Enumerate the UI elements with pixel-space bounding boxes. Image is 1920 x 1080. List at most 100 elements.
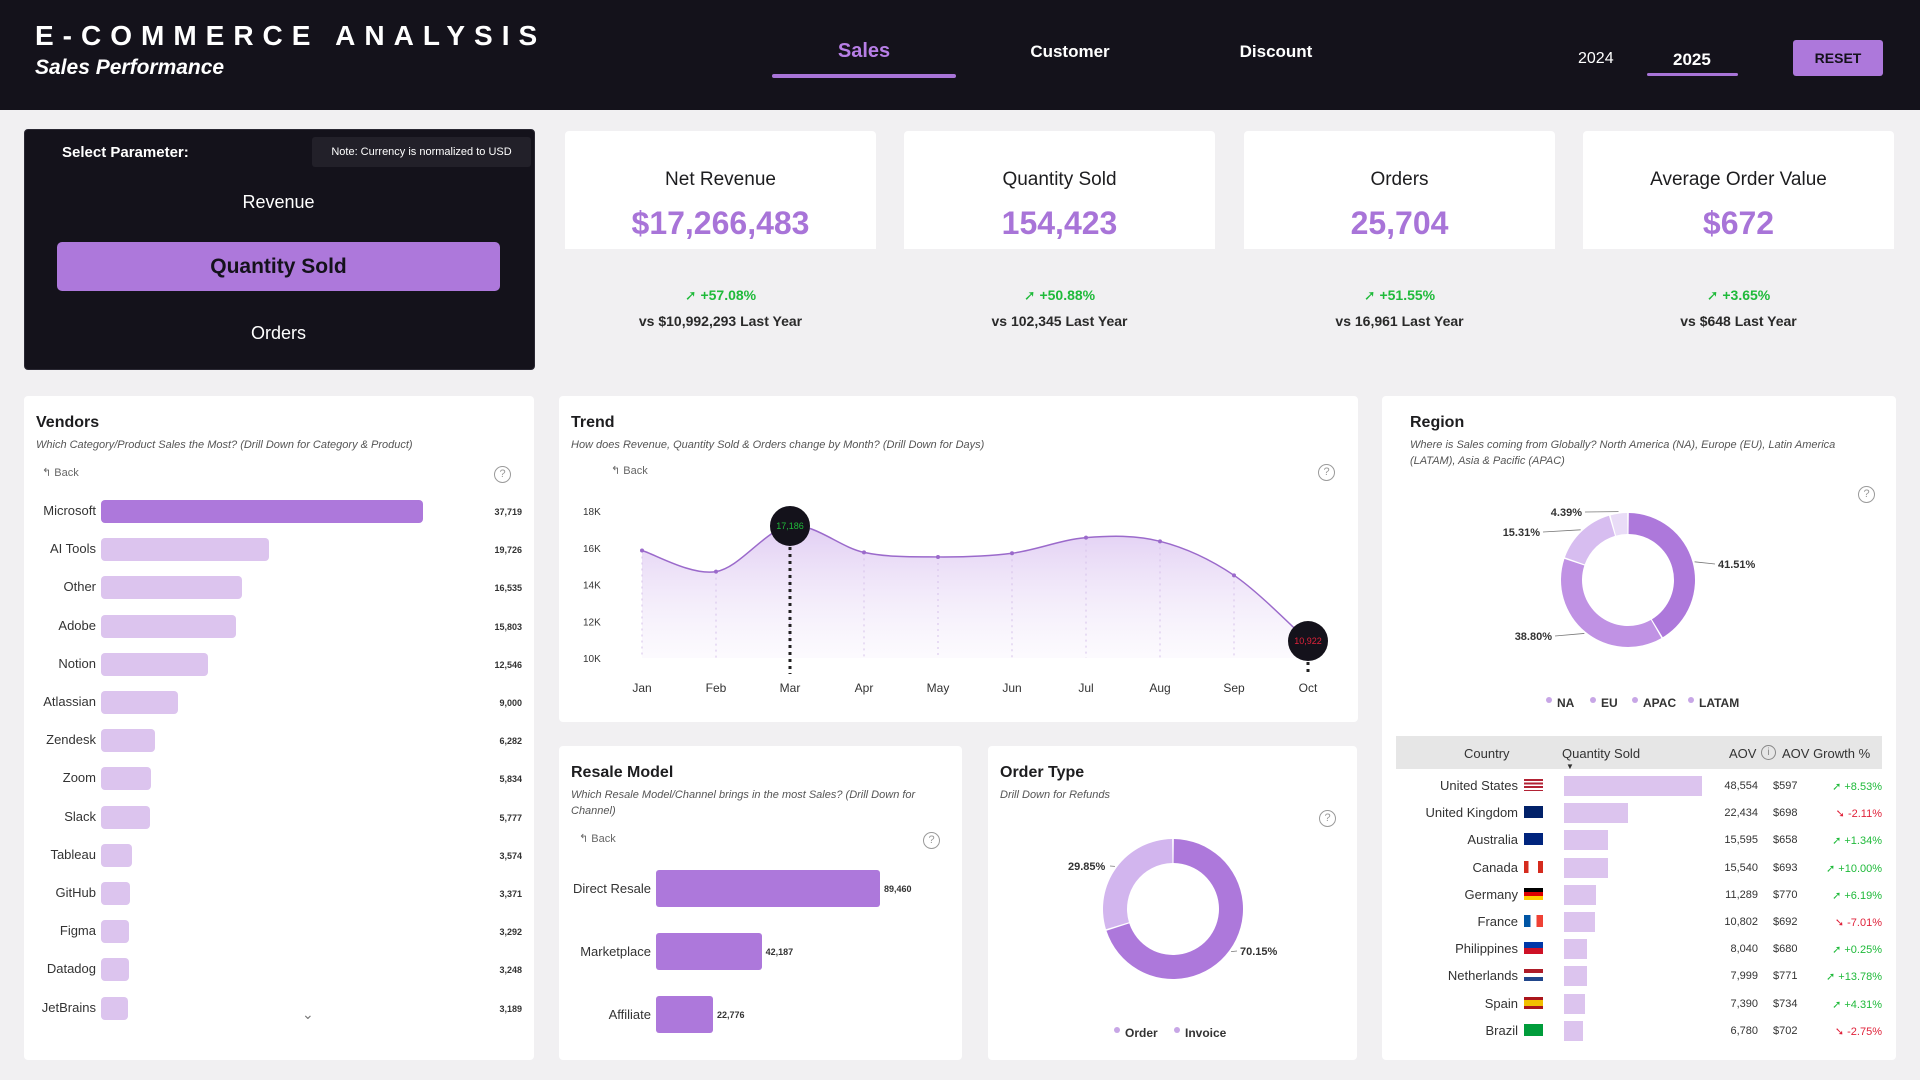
- y-tick-label: 12K: [583, 617, 601, 628]
- help-circle-icon[interactable]: ?: [1318, 464, 1335, 481]
- trend-point[interactable]: [1158, 539, 1162, 544]
- table-row[interactable]: Spain 7,390 $734 ➚ +4.31%: [1396, 989, 1882, 1016]
- column-header-aov[interactable]: AOV: [1729, 746, 1757, 761]
- back-button[interactable]: ↰ Back: [611, 465, 648, 477]
- vendor-bar[interactable]: [101, 958, 129, 982]
- resale-label: Affiliate: [608, 1007, 651, 1022]
- column-header-quantity-sold[interactable]: Quantity Sold: [1562, 746, 1641, 761]
- tab-customer[interactable]: Customer: [1030, 42, 1110, 61]
- aov-value: $698: [1773, 807, 1798, 820]
- vendor-bar[interactable]: [101, 500, 423, 523]
- table-row[interactable]: Philippines 8,040 $680 ➚ +0.25%: [1396, 934, 1882, 961]
- trend-point[interactable]: [1010, 551, 1014, 556]
- vendor-bar[interactable]: [101, 996, 129, 1020]
- trend-down-arrow-icon: ➘: [1834, 917, 1848, 929]
- country-name: Brazil: [1485, 1022, 1518, 1038]
- parameter-label: Select Parameter:: [62, 144, 189, 161]
- country-name: United Kingdom: [1425, 805, 1519, 821]
- quantity-bar: [1564, 966, 1587, 987]
- x-tick-label: Aug: [1149, 681, 1170, 695]
- help-circle-icon[interactable]: ?: [1858, 486, 1875, 503]
- table-row[interactable]: Canada 15,540 $693 ➚ +10.00%: [1396, 853, 1882, 880]
- table-row[interactable]: United States 48,554 $597 ➚ +8.53%: [1396, 771, 1882, 798]
- trend-point[interactable]: [862, 550, 866, 555]
- aov-growth-value: ➚ +8.53%: [1826, 780, 1882, 793]
- vendor-value-label: 3,248: [499, 965, 522, 976]
- trend-point[interactable]: [1084, 535, 1088, 540]
- vendor-bar[interactable]: [101, 614, 236, 638]
- min-marker[interactable]: [1288, 621, 1328, 662]
- vendor-bar[interactable]: [101, 576, 243, 600]
- back-button[interactable]: ↰ Back: [42, 467, 79, 479]
- help-circle-icon[interactable]: ?: [494, 466, 511, 483]
- resale-bar[interactable]: [656, 870, 880, 907]
- legend-invoice: Invoice: [1174, 1026, 1226, 1040]
- tab-sales[interactable]: Sales: [837, 40, 891, 62]
- table-row[interactable]: France 10,802 $692 ➘ -7.01%: [1396, 907, 1882, 934]
- chevron-down-icon[interactable]: ⌄: [302, 1006, 314, 1022]
- column-header-aov-growth[interactable]: AOV Growth %: [1782, 746, 1871, 761]
- resale-bar[interactable]: [656, 933, 762, 970]
- vendor-value-label: 37,719: [494, 507, 522, 517]
- quantity-value: 7,999: [1730, 970, 1758, 983]
- vendor-value-label: 16,535: [494, 583, 522, 594]
- country-name: Netherlands: [1447, 968, 1518, 984]
- trend-up-arrow-icon: ➚: [1832, 998, 1845, 1011]
- trend-point[interactable]: [714, 569, 718, 574]
- reset-button[interactable]: RESET: [1793, 40, 1883, 76]
- quantity-value: 48,554: [1724, 780, 1758, 792]
- back-button[interactable]: ↰ Back: [579, 833, 616, 845]
- trend-point[interactable]: [1232, 573, 1236, 578]
- vendor-value-label: 3,574: [499, 850, 522, 861]
- vendor-bar[interactable]: [101, 767, 151, 791]
- vendor-bar[interactable]: [101, 652, 209, 676]
- vendor-bar[interactable]: [101, 805, 151, 829]
- region-slice[interactable]: [1610, 513, 1628, 536]
- year-2025-button[interactable]: 2025: [1673, 50, 1711, 69]
- help-circle-icon[interactable]: ?: [1319, 810, 1336, 827]
- table-row[interactable]: Netherlands 7,999 $771 ➚ +13.78%: [1396, 961, 1882, 988]
- vendor-bar[interactable]: [101, 538, 270, 562]
- aov-growth-text: +1.34%: [1844, 835, 1882, 848]
- kpi-title: Orders: [1370, 169, 1429, 190]
- trend-point[interactable]: [936, 554, 940, 559]
- column-header-country[interactable]: Country: [1464, 746, 1510, 761]
- year-2024-button[interactable]: 2024: [1578, 50, 1614, 67]
- trend-up-arrow-icon: ➚: [1832, 889, 1845, 902]
- y-tick-label: 10K: [583, 654, 601, 665]
- table-row[interactable]: Germany 11,289 $770 ➚ +6.19%: [1396, 880, 1882, 907]
- region-slice[interactable]: [1561, 558, 1662, 647]
- info-icon[interactable]: i: [1761, 745, 1776, 760]
- region-slice[interactable]: [1628, 513, 1695, 638]
- table-row[interactable]: Australia 15,595 $658 ➚ +1.34%: [1396, 825, 1882, 852]
- table-row[interactable]: Brazil 6,780 $702 ➘ -2.75%: [1396, 1016, 1882, 1043]
- kpi-quantity-sold: Quantity Sold 154,423 ➚ +50.88% vs 102,3…: [904, 131, 1215, 331]
- max-marker[interactable]: [770, 505, 810, 546]
- aov-growth-text: +10.00%: [1838, 862, 1883, 875]
- trend-up-arrow-icon: ➚: [684, 287, 701, 303]
- parameter-option-revenue[interactable]: Revenue: [242, 192, 315, 212]
- tab-discount[interactable]: Discount: [1239, 42, 1313, 61]
- region-donut-chart: 41.51% 38.80% 15.31% 4.39%: [1503, 507, 1756, 647]
- order-type-slice[interactable]: [1106, 839, 1243, 979]
- vendor-bar[interactable]: [101, 729, 155, 753]
- y-tick-label: 16K: [583, 544, 601, 555]
- aov-growth-value: ➚ +0.25%: [1826, 943, 1882, 956]
- table-row[interactable]: United Kingdom 22,434 $698 ➘ -2.11%: [1396, 798, 1882, 825]
- vendor-bar[interactable]: [101, 691, 178, 714]
- parameter-option-orders[interactable]: Orders: [250, 323, 306, 343]
- region-slice[interactable]: [1564, 515, 1615, 565]
- vendor-bar[interactable]: [101, 882, 130, 905]
- vendor-bar[interactable]: [101, 843, 132, 867]
- order-type-slice[interactable]: [1103, 839, 1173, 930]
- leader-line: [1554, 633, 1585, 637]
- resale-bar[interactable]: [656, 996, 714, 1033]
- vendor-bar[interactable]: [101, 920, 130, 944]
- aov-growth-text: -2.11%: [1847, 808, 1882, 821]
- order-type-slice-label: 29.85%: [1068, 861, 1106, 873]
- trend-area-chart: 10K 12K 14K 16K 18K Jan Feb Mar Apr May Jun Jul Aug S…: [583, 505, 1328, 695]
- trend-point[interactable]: [640, 548, 644, 553]
- parameter-option-quantity-sold[interactable]: Quantity Sold: [57, 242, 500, 291]
- help-circle-icon[interactable]: ?: [923, 832, 940, 849]
- trend-area-fill: [642, 525, 1308, 658]
